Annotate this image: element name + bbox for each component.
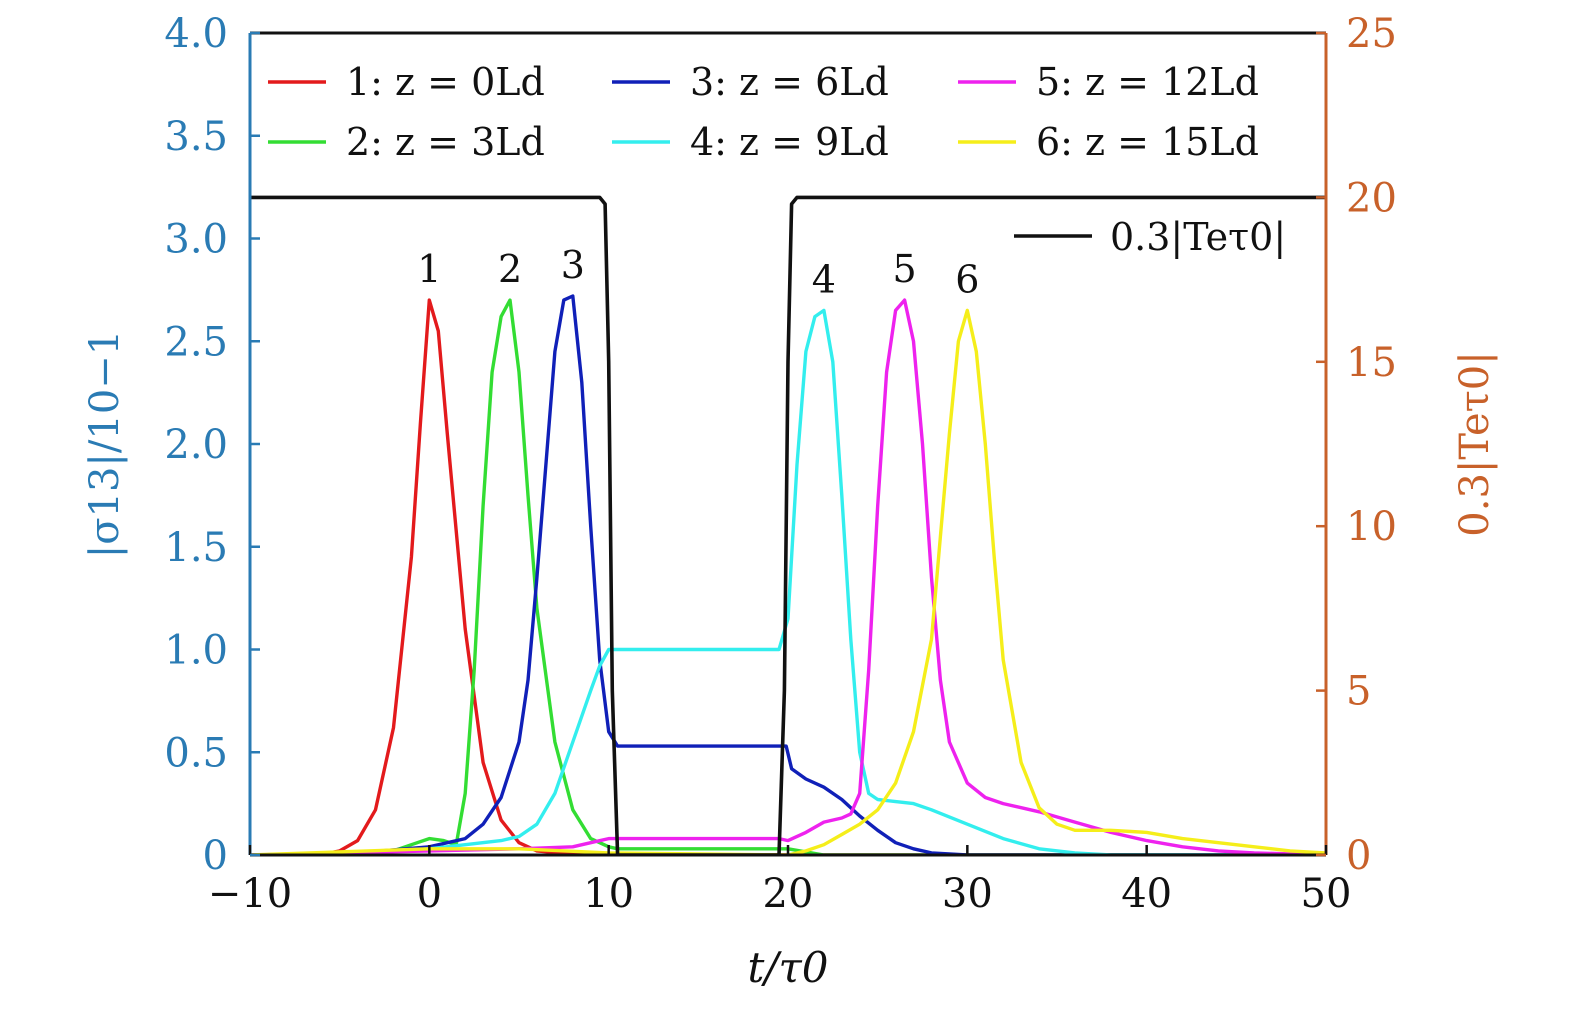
left-y-tick-label: 1.5 [164, 525, 228, 571]
x-tick-label: 50 [1301, 871, 1352, 917]
left-y-tick-label: 2.5 [164, 319, 228, 365]
right-y-tick-label: 5 [1346, 669, 1371, 715]
series-line-6 [250, 308, 1326, 855]
x-axis-title: t/τ0 [748, 943, 829, 992]
right-y-tick-label: 15 [1346, 340, 1397, 386]
axes: −10 0 10 20 30 40 5000.51.01.52.02.53.03.54.00… [164, 11, 1397, 917]
left-y-tick-label: 2.0 [164, 422, 228, 468]
x-tick-label: 10 [583, 871, 634, 917]
x-tick-label: 20 [763, 871, 814, 917]
legend-label-6-z-15ld: 6: z = 15Ld [1036, 120, 1259, 164]
left-y-tick-label: 3.0 [164, 217, 228, 263]
legend: 1: z = 0Ld 3: z = 6Ld 5: z = 12Ld 2: z = 3L… [268, 60, 1286, 259]
right-y-tick-label: 25 [1346, 11, 1397, 57]
x-tick-label: 0 [417, 871, 442, 917]
legend-label-3-z-6ld: 3: z = 6Ld [690, 60, 889, 104]
labels: t/τ0|σ13|/10−1 0.3|Teτ0|1 2 3 4 5 6 [82, 243, 1498, 992]
peak-label-2: 2 [498, 247, 522, 291]
left-y-tick-label: 3.5 [164, 114, 228, 160]
right-y-tick-label: 20 [1346, 175, 1397, 221]
series-line-4 [250, 308, 1326, 855]
peak-label-5: 5 [892, 247, 916, 291]
peak-label-3: 3 [561, 243, 585, 287]
legend-label-1-z-0ld: 1: z = 0Ld [346, 60, 545, 104]
left-y-tick-label: 1.0 [164, 628, 228, 674]
right-y-tick-label: 10 [1346, 504, 1397, 550]
right-y-tick-label: 0 [1346, 833, 1371, 879]
left-y-axis-title: |σ13|/10−1 [82, 330, 128, 559]
plot-lines [250, 195, 1326, 855]
x-tick-label: 30 [942, 871, 993, 917]
right-y-axis-title: 0.3|Teτ0| [1452, 351, 1498, 536]
peak-label-6: 6 [955, 257, 979, 301]
x-tick-label: 40 [1121, 871, 1172, 917]
left-y-tick-label: 0.5 [164, 730, 228, 776]
legend-label-2-z-3ld: 2: z = 3Ld [346, 120, 545, 164]
left-y-tick-label: 4.0 [164, 11, 228, 57]
series-line-te [250, 195, 1326, 855]
legend-label-5-z-12ld: 5: z = 12Ld [1036, 60, 1259, 104]
series-line-1 [250, 298, 1326, 855]
series-line-3 [250, 294, 1326, 855]
left-y-tick-label: 0 [203, 833, 228, 879]
series-line-5 [250, 298, 1326, 855]
peak-label-4: 4 [812, 257, 836, 301]
x-tick-label: −10 [208, 871, 292, 917]
peak-label-1: 1 [417, 247, 441, 291]
legend-label-te: 0.3|Teτ0| [1110, 215, 1286, 259]
legend-label-4-z-9ld: 4: z = 9Ld [690, 120, 889, 164]
